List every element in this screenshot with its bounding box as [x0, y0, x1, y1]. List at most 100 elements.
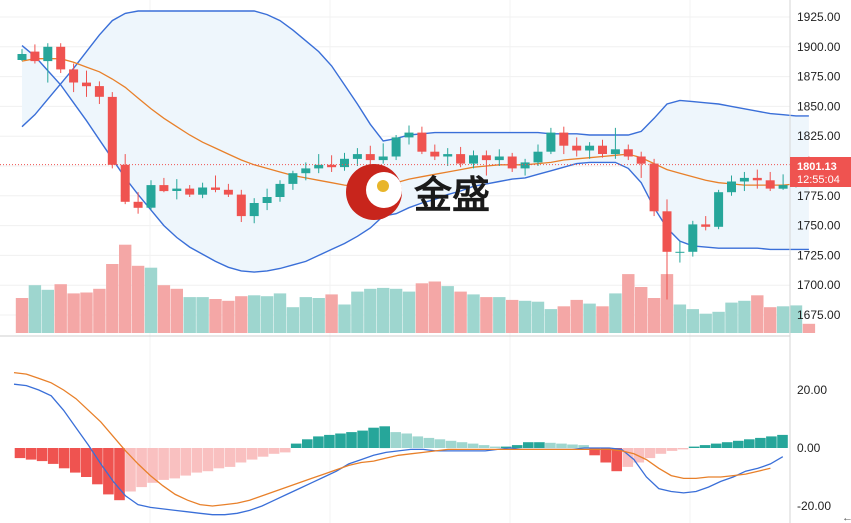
- candle: [146, 180, 156, 211]
- candle: [520, 158, 530, 176]
- macd-hist-bar: [556, 443, 567, 448]
- price-tick-label: 1675.00: [797, 308, 841, 322]
- price-tick-label: 1925.00: [797, 10, 841, 24]
- volume-bar: [389, 288, 403, 333]
- candle: [572, 137, 582, 157]
- price-label-box: [790, 157, 851, 187]
- macd-hist-bar: [688, 446, 700, 448]
- volume-bar: [635, 287, 648, 333]
- macd-hist-bar: [180, 448, 191, 476]
- price-tick-label: 1700.00: [797, 278, 841, 292]
- volume-bar: [377, 287, 390, 333]
- candle: [43, 43, 53, 83]
- macd-hist-bar: [346, 432, 357, 448]
- candle: [765, 171, 775, 192]
- candlesticks: [17, 43, 814, 300]
- volume-bar: [751, 295, 764, 333]
- volume-bar: [673, 304, 687, 333]
- bollinger-band-fill: [22, 11, 809, 273]
- macd-hist-bar: [567, 444, 578, 448]
- macd-hist-bar: [721, 442, 733, 448]
- candle: [469, 150, 478, 169]
- volume-bar: [170, 288, 183, 333]
- macd-hist-bar: [147, 448, 158, 483]
- candle: [585, 142, 595, 159]
- candle: [340, 152, 349, 171]
- volume-bar: [41, 289, 54, 333]
- macd-hist-bar: [677, 448, 689, 450]
- macd-hist-bar: [445, 440, 457, 449]
- candle: [533, 144, 543, 166]
- volume-bar: [54, 284, 67, 333]
- candle: [275, 180, 285, 202]
- price-tick-label: 1850.00: [797, 99, 841, 113]
- macd-hist-bar: [511, 445, 523, 448]
- candle: [404, 125, 414, 145]
- price-tick-label: 1725.00: [797, 248, 841, 262]
- scroll-left-arrow[interactable]: ←: [842, 512, 851, 523]
- macd-hist-bar: [213, 448, 225, 469]
- volume-bar: [235, 296, 248, 333]
- macd-hist-bar: [534, 442, 545, 448]
- volume-bar: [273, 293, 287, 333]
- watermark-logo: 金盛: [346, 164, 490, 220]
- watermark-text: 金盛: [413, 173, 490, 217]
- macd-hist-bar: [125, 448, 136, 492]
- volume-bar: [531, 301, 545, 333]
- macd-hist-bar: [47, 448, 59, 464]
- candle: [133, 192, 143, 214]
- macd-hist-bar: [699, 445, 711, 448]
- candle: [778, 174, 788, 190]
- macd-hist-bar: [412, 436, 424, 448]
- macd-hist-bar: [158, 448, 169, 480]
- candle: [610, 127, 620, 159]
- macd-histogram: [14, 426, 788, 501]
- macd-hist-bar: [401, 433, 412, 448]
- candle: [327, 155, 337, 172]
- candle: [443, 148, 453, 166]
- candle: [494, 149, 504, 166]
- candle: [352, 148, 362, 166]
- macd-hist-bar: [467, 443, 479, 448]
- volume-bar: [80, 292, 93, 333]
- candle: [249, 198, 259, 224]
- volume-bar: [325, 294, 338, 333]
- macd-hist-bar: [655, 448, 667, 454]
- volume-bar: [338, 304, 351, 333]
- volume-bar: [493, 297, 506, 333]
- volume-bar: [183, 297, 196, 333]
- price-axis: 1925.00 1900.00 1875.00 1850.00 1825.00 1775.…: [797, 10, 841, 322]
- macd-hist-bar: [777, 434, 788, 448]
- candle: [675, 241, 685, 263]
- macd-hist-bar: [622, 448, 634, 467]
- volume-bar: [106, 264, 119, 333]
- price-label-countdown: 12:55:04: [797, 174, 840, 186]
- candle: [56, 43, 66, 74]
- macd-hist-bar: [523, 442, 534, 448]
- macd-hist-bar: [103, 448, 114, 495]
- macd-hist-bar: [290, 443, 302, 448]
- volume-bar: [622, 274, 635, 333]
- macd-hist-bar: [710, 443, 722, 448]
- candle: [688, 220, 698, 257]
- volume-bar: [131, 265, 145, 333]
- bollinger-upper-line: [21, 10, 809, 142]
- volume-bar: [789, 305, 803, 333]
- volume-bar: [222, 300, 235, 333]
- volume-bar: [557, 306, 570, 333]
- macd-hist-bar: [644, 448, 656, 459]
- candle: [481, 150, 491, 176]
- macd-hist-bar: [235, 448, 247, 463]
- macd-hist-bar: [36, 448, 48, 462]
- candle: [301, 162, 311, 181]
- volume-bar: [351, 291, 364, 333]
- volume-bar: [647, 298, 661, 333]
- macd-hist-bar: [302, 439, 313, 448]
- macd-hist-bar: [58, 448, 70, 469]
- macd-hist-bar: [733, 440, 744, 449]
- price-tick-label: 1775.00: [797, 189, 841, 203]
- macd-hist-bar: [202, 448, 214, 472]
- macd-hist-bar: [489, 446, 501, 448]
- candle: [288, 170, 298, 190]
